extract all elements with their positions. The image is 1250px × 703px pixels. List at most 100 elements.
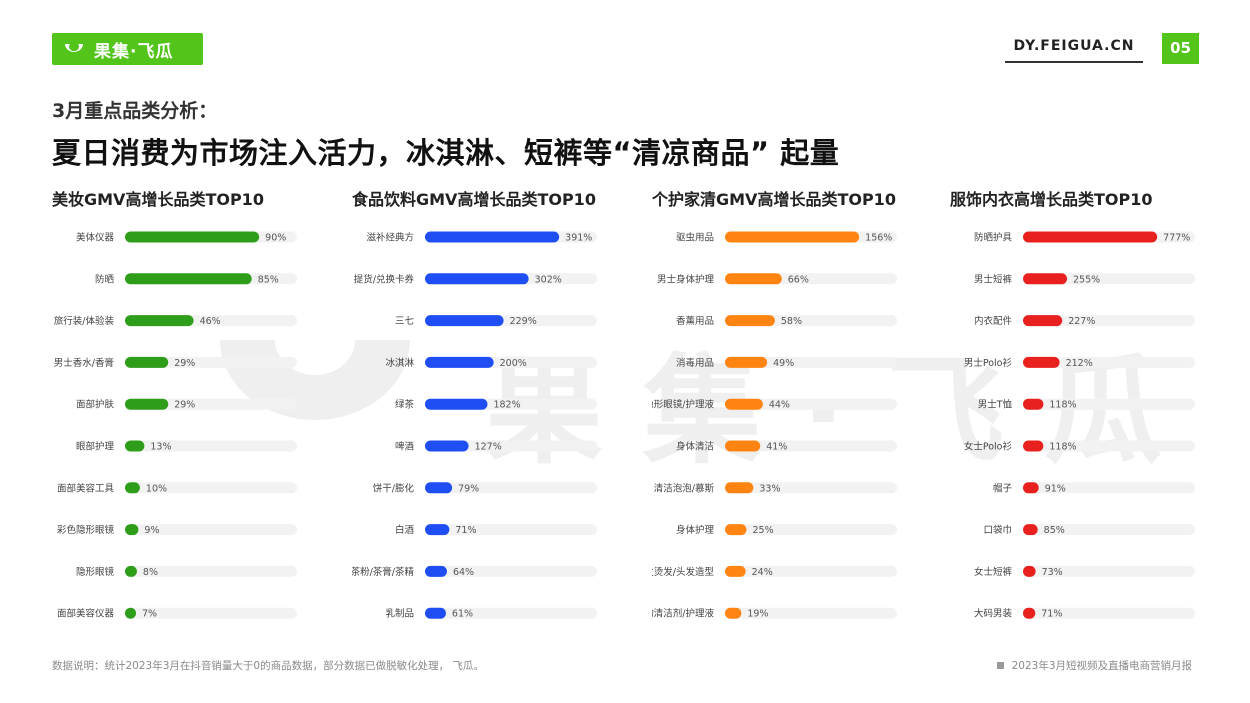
value-label: 25% bbox=[753, 525, 774, 536]
bar bbox=[725, 565, 746, 577]
category-label: 香薰用品 bbox=[676, 315, 714, 327]
value-label: 19% bbox=[747, 609, 768, 620]
value-label: 49% bbox=[773, 358, 794, 369]
value-label: 64% bbox=[453, 567, 474, 578]
chart-plot: 滋补经典方 391% 提货/兑换卡券 302% 三七 229% 冰淇淋 200% 绿茶 182% 啤… bbox=[352, 231, 597, 620]
bar-track bbox=[125, 607, 297, 619]
bar bbox=[1023, 273, 1068, 285]
bar bbox=[1023, 524, 1038, 536]
category-label: 茶粉/茶膏/茶精 bbox=[352, 566, 414, 578]
category-label: 染发烫发/头发造型 bbox=[652, 566, 714, 578]
bar bbox=[725, 482, 754, 494]
value-label: 91% bbox=[1045, 483, 1066, 494]
bar bbox=[125, 607, 136, 619]
category-label: 面部护肤 bbox=[76, 399, 115, 411]
value-label: 29% bbox=[174, 400, 195, 411]
bar bbox=[125, 273, 252, 285]
bar bbox=[425, 315, 504, 327]
bar-track bbox=[1023, 440, 1195, 452]
value-label: 391% bbox=[565, 233, 592, 244]
category-label: 面部美容工具 bbox=[57, 482, 115, 494]
chart-title: 个护家清GMV高增长品类TOP10 bbox=[652, 190, 896, 209]
bar-track bbox=[1023, 398, 1195, 410]
bar-track bbox=[725, 565, 897, 577]
report-title: 2023年3月短视频及直播电商营销月报 bbox=[1011, 660, 1192, 672]
value-label: 182% bbox=[493, 400, 520, 411]
bar bbox=[725, 398, 763, 410]
value-label: 227% bbox=[1068, 316, 1095, 327]
chart-apparel: 服饰内衣高增长品类TOP10 防晒护具 777% 男士短裤 255% 内衣配件 227% 男… bbox=[950, 186, 1240, 636]
category-label: 饼干/膨化 bbox=[373, 482, 415, 494]
chart-title: 服饰内衣高增长品类TOP10 bbox=[950, 190, 1153, 209]
category-label: 防晒 bbox=[95, 273, 114, 285]
bar-track bbox=[1023, 482, 1195, 494]
bar bbox=[125, 524, 139, 536]
bar-track bbox=[125, 356, 297, 368]
bar bbox=[1023, 231, 1158, 243]
value-label: 7% bbox=[142, 609, 157, 620]
chart-plot: 防晒护具 777% 男士短裤 255% 内衣配件 227% 男士Polo衫 212% 男士T恤 1… bbox=[964, 231, 1195, 620]
bar bbox=[425, 440, 469, 452]
chart-title: 美妆GMV高增长品类TOP10 bbox=[52, 190, 264, 209]
bar bbox=[725, 231, 860, 243]
logo-swirl-icon bbox=[65, 44, 83, 53]
bar-track bbox=[425, 482, 597, 494]
category-label: 彩色隐形眼镜 bbox=[57, 524, 115, 536]
bar-track bbox=[725, 398, 897, 410]
value-label: 777% bbox=[1163, 233, 1190, 244]
bar bbox=[425, 231, 560, 243]
category-label: 隐形眼镜 bbox=[76, 566, 115, 578]
category-label: 眼部护理 bbox=[76, 441, 115, 453]
value-label: 118% bbox=[1049, 400, 1076, 411]
value-label: 255% bbox=[1073, 274, 1100, 285]
value-label: 8% bbox=[143, 567, 158, 578]
bar bbox=[125, 356, 169, 368]
bar bbox=[725, 356, 768, 368]
bar-track bbox=[725, 524, 897, 536]
category-label: 男士香水/香膏 bbox=[54, 357, 114, 369]
bar bbox=[1023, 482, 1039, 494]
category-label: 提货/兑换卡券 bbox=[354, 273, 415, 285]
category-label: 白酒 bbox=[395, 524, 415, 536]
bar-track bbox=[125, 565, 297, 577]
category-label: 男士T恤 bbox=[978, 399, 1013, 411]
category-label: 消毒用品 bbox=[676, 357, 714, 369]
square-icon bbox=[996, 662, 1004, 669]
category-label: 口袋巾 bbox=[983, 524, 1012, 536]
site-url[interactable]: DY.FEIGUA.CN bbox=[1005, 38, 1143, 63]
value-label: 229% bbox=[510, 316, 537, 327]
bar-track bbox=[125, 482, 297, 494]
value-label: 156% bbox=[865, 233, 892, 244]
category-label: 驱虫用品 bbox=[676, 232, 714, 244]
category-label: 身体护理 bbox=[676, 524, 715, 536]
category-label: 隐形眼镜/护理液 bbox=[652, 399, 714, 411]
category-label: 旅行装/体验装 bbox=[54, 315, 115, 327]
category-label: 男士Polo衫 bbox=[964, 357, 1013, 369]
value-label: 79% bbox=[458, 483, 479, 494]
bar bbox=[125, 565, 137, 577]
chart-plot: 驱虫用品 156% 男士身体护理 66% 香薰用品 58% 消毒用品 49% 隐形眼镜/护理液 4… bbox=[652, 231, 897, 620]
value-label: 85% bbox=[258, 274, 279, 285]
bar bbox=[425, 398, 488, 410]
category-label: 内衣配件 bbox=[974, 315, 1013, 327]
category-label: 滋补经典方 bbox=[366, 232, 414, 244]
bar-track bbox=[425, 524, 597, 536]
value-label: 118% bbox=[1049, 442, 1076, 453]
value-label: 127% bbox=[475, 442, 502, 453]
category-label: 女士Polo衫 bbox=[964, 441, 1013, 453]
value-label: 71% bbox=[455, 525, 476, 536]
value-label: 73% bbox=[1042, 567, 1063, 578]
bar-track bbox=[125, 524, 297, 536]
value-label: 71% bbox=[1041, 609, 1062, 620]
bar bbox=[725, 315, 775, 327]
bar-track bbox=[1023, 565, 1195, 577]
logo-text: 果集·飞瓜 bbox=[94, 41, 174, 62]
bar-track bbox=[1023, 315, 1195, 327]
bar-track bbox=[1023, 524, 1195, 536]
page-number: 05 bbox=[1162, 33, 1199, 64]
bar bbox=[125, 482, 140, 494]
category-label: 身体清洁 bbox=[676, 441, 714, 453]
bar bbox=[125, 231, 260, 243]
value-label: 24% bbox=[752, 567, 773, 578]
value-label: 44% bbox=[769, 400, 790, 411]
